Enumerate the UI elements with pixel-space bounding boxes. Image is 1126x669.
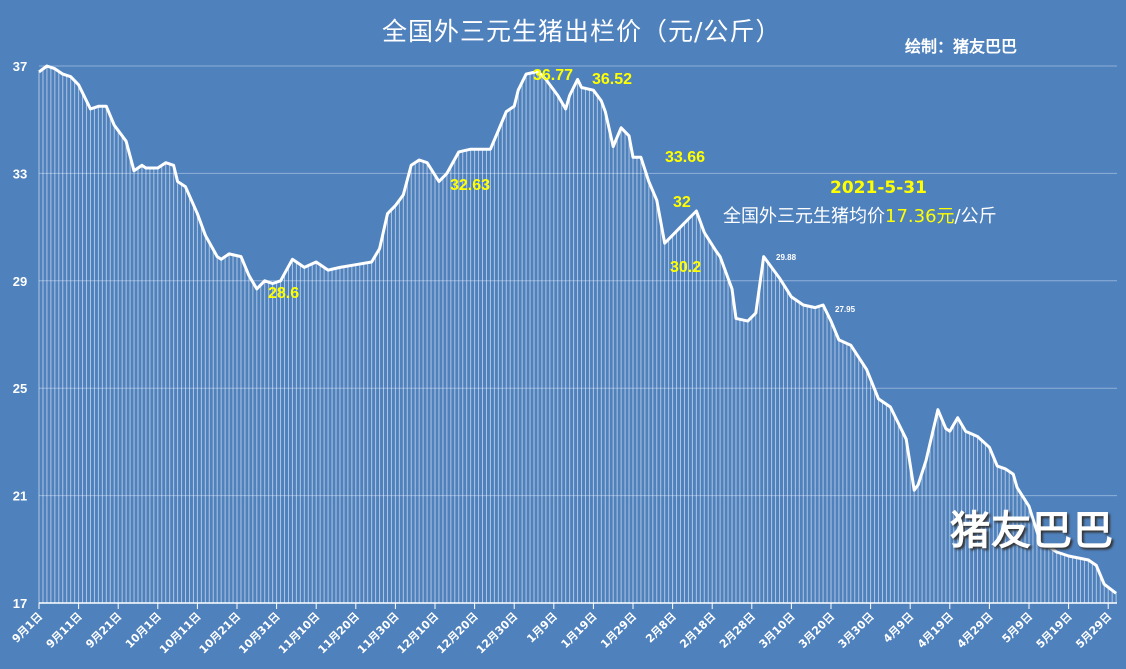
daily-drop-lines (38, 66, 1117, 603)
chart-title: 全国外三元生猪出栏价（元/公斤） (382, 17, 782, 46)
point-label: 32.63 (450, 177, 490, 194)
x-tick-label: 4月29日 (955, 610, 996, 651)
x-tick-label: 3月30日 (836, 610, 877, 651)
x-tick-label: 11月10日 (276, 610, 322, 656)
y-tick-label: 21 (13, 489, 27, 504)
x-tick-label: 9月1日 (10, 610, 46, 646)
x-tick-label: 3月10日 (757, 610, 798, 651)
x-tick-label: 12月20日 (434, 610, 480, 656)
x-tick-label: 2月18日 (677, 610, 718, 651)
annotation-suffix: /公斤 (954, 206, 997, 227)
x-tick-label: 1月9日 (524, 610, 560, 646)
x-tick-label: 1月29日 (598, 610, 639, 651)
point-label: 33.66 (665, 149, 705, 166)
point-label: 28.6 (268, 285, 299, 302)
y-tick-label: 17 (13, 596, 27, 611)
x-tick-label: 10月21日 (197, 610, 243, 656)
x-tick-label: 1月19日 (559, 610, 600, 651)
annotation-prefix: 全国外三元生猪均价 (723, 206, 885, 227)
x-tick-label: 12月30日 (474, 610, 520, 656)
x-tick-label: 3月20日 (796, 610, 837, 651)
point-label: 36.52 (592, 71, 632, 88)
x-tick-label: 5月29日 (1073, 610, 1114, 651)
point-label: 30.2 (670, 259, 701, 276)
credit-text: 绘制：猪友巴巴 (905, 37, 1018, 56)
point-label: 36.77 (533, 67, 573, 84)
x-tick-label: 5月19日 (1034, 610, 1075, 651)
x-tick-label: 2月28日 (717, 610, 758, 651)
y-tick-label: 37 (13, 59, 27, 74)
x-tick-label: 11月20日 (316, 610, 362, 656)
x-tick-label: 2月8日 (643, 610, 679, 646)
x-tick-label: 10月11日 (157, 610, 203, 656)
point-label: 29.88 (776, 253, 797, 262)
point-label: 27.95 (835, 305, 856, 314)
x-tick-label: 4月19日 (915, 610, 956, 651)
y-tick-label: 33 (13, 166, 27, 181)
annotation-average: 全国外三元生猪均价17.36元/公斤 (723, 202, 997, 228)
watermark: 猪友巴巴 (950, 508, 1114, 554)
y-axis-labels: 17 21 25 29 33 37 (13, 59, 27, 611)
y-tick-label: 29 (13, 274, 27, 289)
x-axis-labels: 9月1日9月11日9月21日10月1日10月11日10月21日10月31日11月… (10, 610, 1115, 656)
annotation-value: 17.36元 (885, 206, 955, 227)
x-tick-label: 4月9日 (881, 610, 917, 646)
point-labels: 36.77 36.52 32.63 28.6 33.66 32 30.2 29.88 27.95 (268, 67, 856, 314)
x-tick-label: 9月11日 (44, 610, 85, 651)
price-line (38, 64, 1118, 595)
x-tick-label: 5月9日 (1000, 610, 1036, 646)
x-axis (38, 602, 1117, 609)
x-tick-label: 10月31日 (236, 610, 282, 656)
point-label: 32 (673, 194, 691, 211)
x-tick-label: 9月21日 (83, 610, 124, 651)
annotation-date: 2021-5-31 (830, 178, 927, 198)
x-tick-label: 12月10日 (395, 610, 441, 656)
x-tick-label: 10月1日 (123, 610, 164, 651)
y-tick-label: 25 (13, 381, 27, 396)
x-tick-label: 11月30日 (355, 610, 401, 656)
